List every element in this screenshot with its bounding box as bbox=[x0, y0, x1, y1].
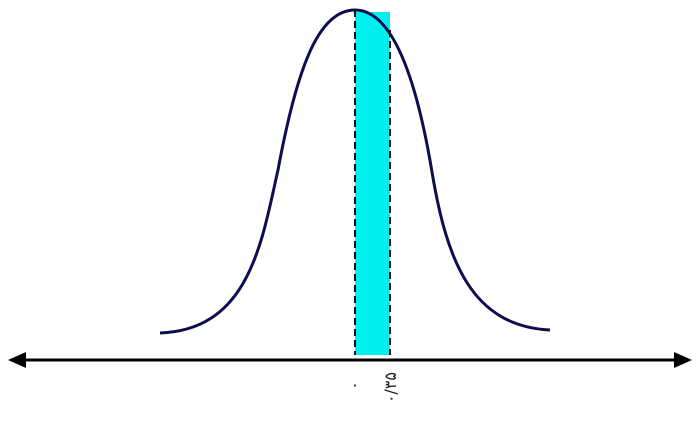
zero-label: ۰ bbox=[351, 375, 360, 394]
shaded-region bbox=[355, 12, 390, 355]
z-value-label: ۰/۳۵ bbox=[381, 372, 400, 403]
axis-arrow-left bbox=[8, 352, 26, 368]
axis-arrow-right bbox=[674, 352, 692, 368]
